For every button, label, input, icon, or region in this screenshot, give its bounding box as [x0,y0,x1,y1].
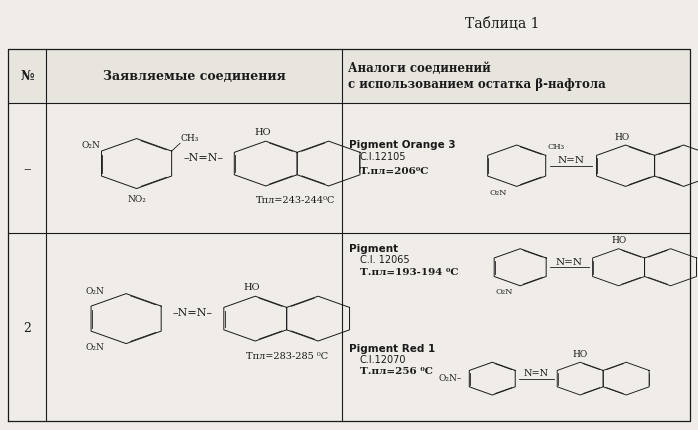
Text: N=N: N=N [524,368,549,377]
Text: HO: HO [572,349,588,358]
Text: C.I. 12065: C.I. 12065 [359,255,409,265]
Text: C.I.12070: C.I.12070 [359,354,406,364]
Text: N=N: N=N [558,156,585,165]
Text: Аналоги соединений: Аналоги соединений [348,62,491,75]
Text: HO: HO [611,236,626,245]
Text: O₂N–: O₂N– [439,373,462,382]
Text: –: – [23,162,31,175]
Text: Тпл=243-244⁰С: Тпл=243-244⁰С [256,195,336,204]
Text: –N=N–: –N=N– [172,307,213,317]
Text: Pigment: Pigment [349,243,399,253]
Text: Т.пл=256 ⁰С: Т.пл=256 ⁰С [359,366,433,375]
Bar [8,49,690,103]
Text: O₂N: O₂N [86,343,105,352]
Text: O₂N: O₂N [81,141,100,150]
Text: Заявляемые соединения: Заявляемые соединения [103,70,285,83]
Text: N=N: N=N [556,257,583,266]
Text: с использованием остатка β-нафтола: с использованием остатка β-нафтола [348,78,606,91]
Text: O₂N: O₂N [495,287,512,295]
Text: Таблица 1: Таблица 1 [466,17,540,31]
Text: C.I.12105: C.I.12105 [359,151,406,161]
Text: CH₃: CH₃ [181,134,199,143]
Text: Pigment Red 1: Pigment Red 1 [349,344,436,353]
Text: Т.пл=206⁰С: Т.пл=206⁰С [359,166,429,175]
Text: –N=N–: –N=N– [183,153,223,163]
Text: Pigment Orange 3: Pigment Orange 3 [349,140,456,150]
Text: Т.пл=193-194 ⁰С: Т.пл=193-194 ⁰С [359,267,458,276]
Text: HO: HO [614,132,630,141]
Text: HO: HO [244,283,260,292]
Text: 2: 2 [23,321,31,334]
Text: NO₂: NO₂ [127,194,146,203]
Text: Тпл=283-285 ⁰С: Тпл=283-285 ⁰С [246,351,328,359]
Text: CH₃: CH₃ [547,143,564,151]
Text: HO: HO [254,128,270,137]
Text: O₂N: O₂N [86,286,105,295]
Text: O₂N: O₂N [490,188,507,197]
Text: №: № [20,70,34,83]
